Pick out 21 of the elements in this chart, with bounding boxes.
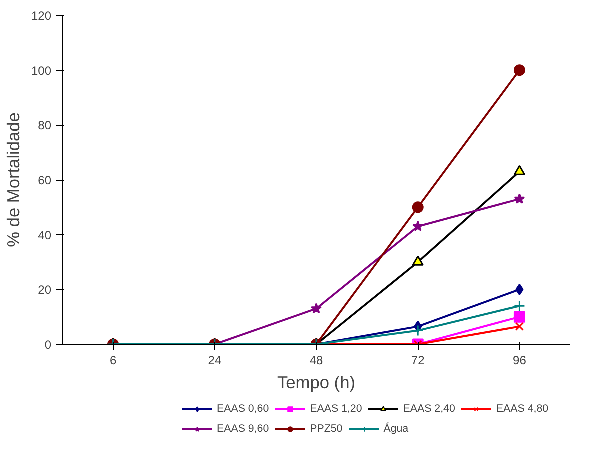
y-tick-label: 40 (38, 228, 52, 242)
legend-label: PPZ50 (310, 423, 343, 435)
legend-label: Água (384, 423, 409, 435)
legend-label: EAAS 1,20 (310, 403, 362, 415)
y-tick-label: 120 (31, 9, 52, 23)
y-tick-label: 60 (38, 174, 52, 188)
x-axis-title: Tempo (h) (278, 372, 356, 392)
x-tick-label: 24 (208, 354, 222, 368)
legend-label: EAAS 9,60 (217, 423, 270, 435)
y-tick-label: 0 (44, 338, 52, 352)
legend-label: EAAS 4,80 (496, 403, 549, 415)
y-tick-label: 80 (38, 118, 52, 133)
x-tick-label: 48 (310, 354, 324, 368)
x-tick-label: 72 (411, 354, 426, 368)
legend-label: EAAS 2,40 (403, 403, 456, 415)
y-tick-label: 100 (31, 64, 52, 78)
legend-label: EAAS 0,60 (217, 403, 270, 415)
y-tick-label: 20 (38, 283, 52, 298)
x-tick-label: 6 (110, 354, 117, 368)
x-tick-label: 96 (513, 354, 527, 368)
y-axis-title: % de Mortalidade (3, 112, 24, 248)
